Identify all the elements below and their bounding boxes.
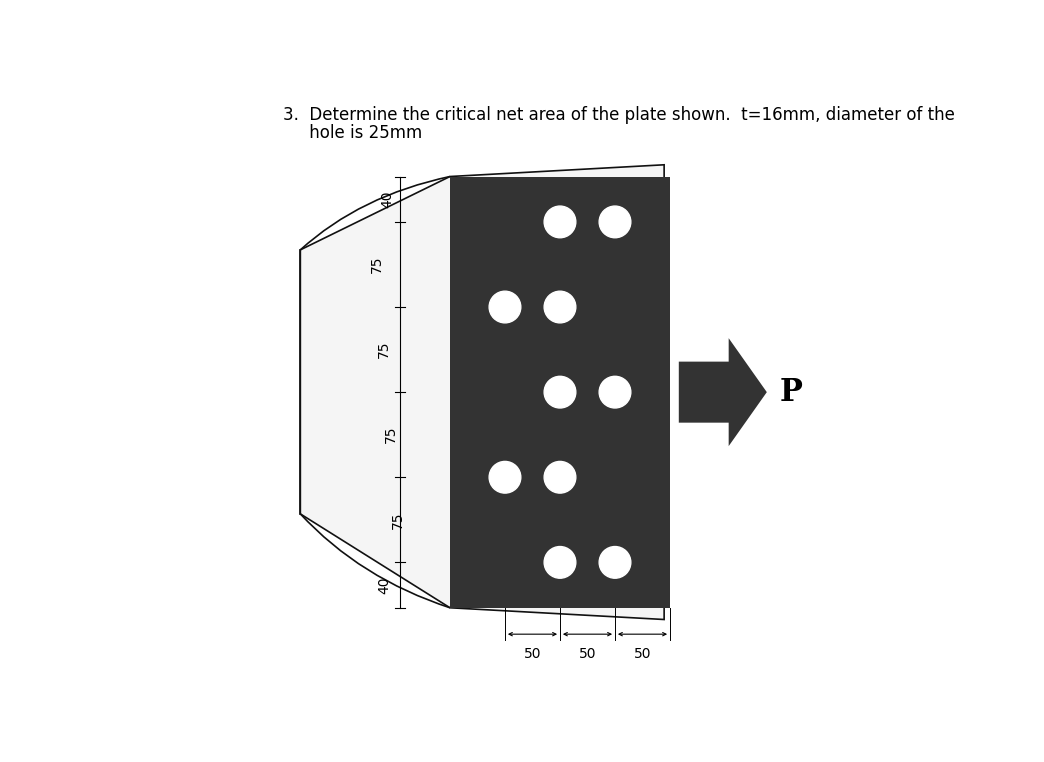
Circle shape — [544, 291, 576, 323]
Circle shape — [544, 462, 576, 493]
Text: 40: 40 — [380, 190, 395, 208]
Circle shape — [544, 376, 576, 408]
Circle shape — [599, 546, 631, 578]
Text: 75: 75 — [384, 426, 398, 443]
Text: 75: 75 — [390, 511, 405, 529]
Circle shape — [599, 206, 631, 238]
Circle shape — [544, 546, 576, 578]
Text: hole is 25mm: hole is 25mm — [283, 123, 422, 142]
Text: 40: 40 — [377, 576, 392, 594]
Text: 75: 75 — [370, 256, 383, 274]
Text: 75: 75 — [377, 341, 390, 358]
Circle shape — [490, 291, 521, 323]
Text: 50: 50 — [634, 647, 651, 661]
Circle shape — [544, 206, 576, 238]
Text: 50: 50 — [578, 647, 596, 661]
Circle shape — [599, 376, 631, 408]
Text: 3.  Determine the critical net area of the plate shown.  t=16mm, diameter of the: 3. Determine the critical net area of th… — [283, 106, 954, 124]
Text: 50: 50 — [524, 647, 541, 661]
Polygon shape — [679, 338, 766, 446]
Circle shape — [490, 462, 521, 493]
Text: P: P — [780, 376, 803, 408]
Bar — [450, 177, 670, 608]
Polygon shape — [301, 165, 664, 620]
